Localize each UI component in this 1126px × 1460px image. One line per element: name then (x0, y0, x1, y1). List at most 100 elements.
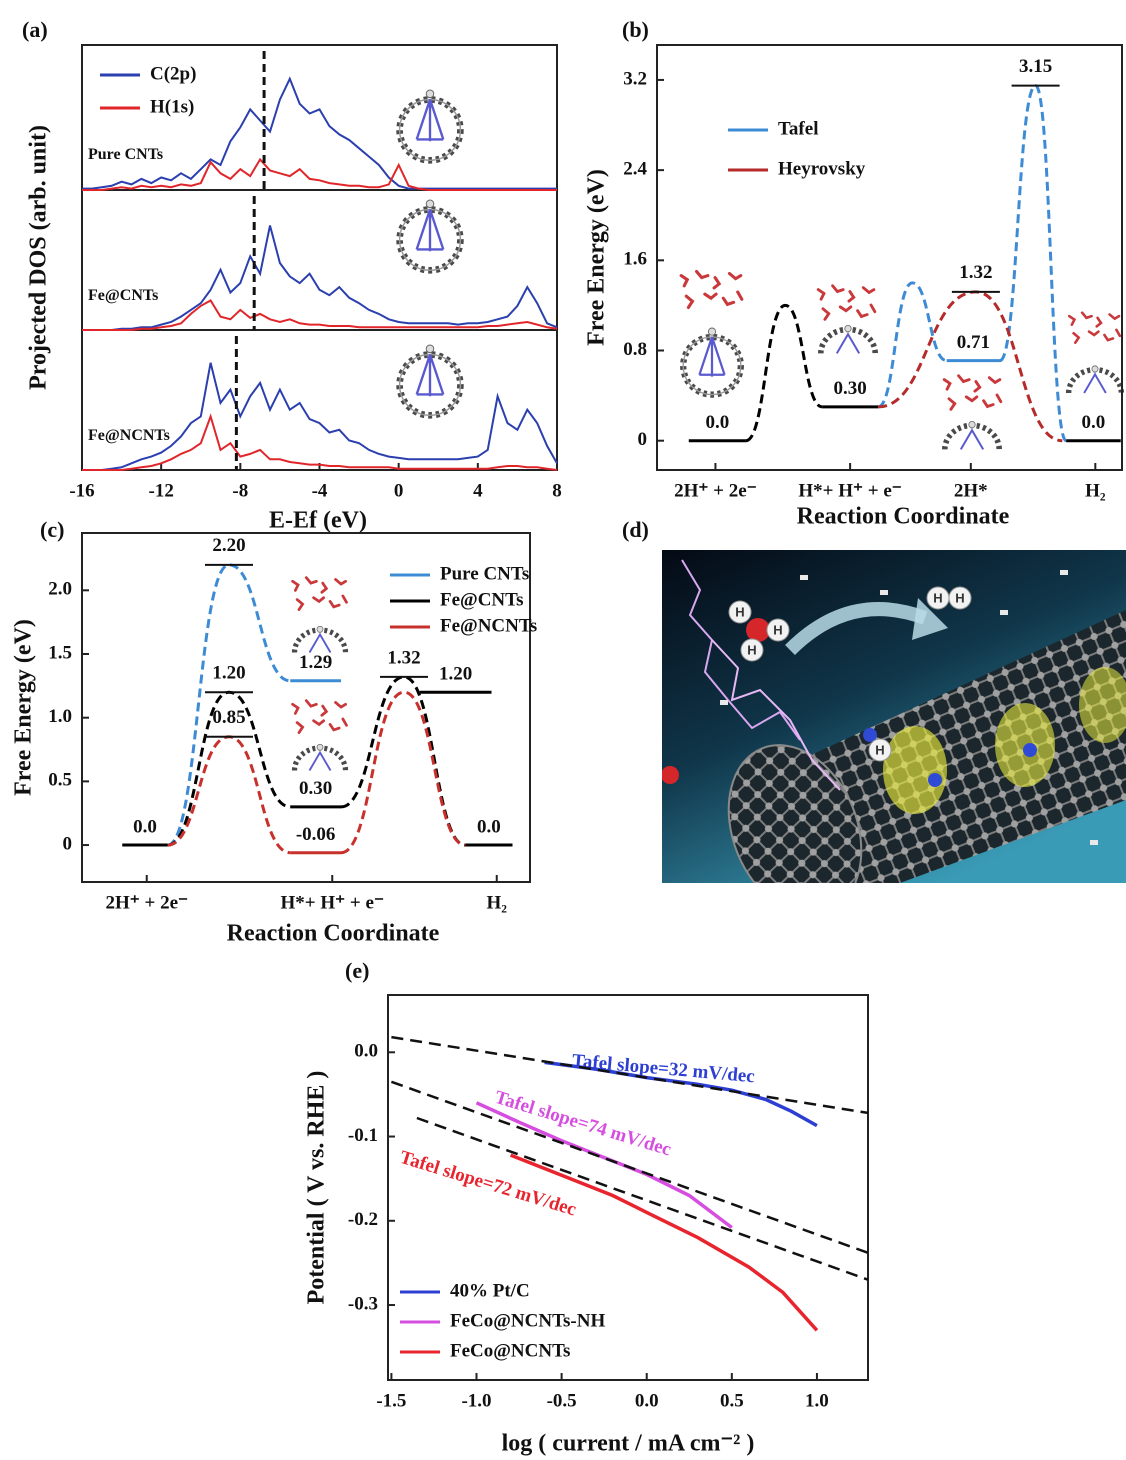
y-tick-label: 2.0 (48, 579, 72, 600)
panel-sample-label: Pure CNTs (88, 146, 163, 163)
x-tick-label: 0 (394, 480, 404, 501)
legend-label: Heyrovsky (778, 158, 866, 179)
level-label: 1.20 (439, 664, 472, 685)
panel-sample-label: Fe@NCNTs (88, 427, 170, 444)
panel-label: (b) (622, 17, 649, 42)
legend-label: FeCo@NCNTs-NH (450, 1310, 605, 1331)
x-tick-label: H*+ H⁺ + e⁻ (798, 480, 901, 501)
y-tick-label: -0.3 (348, 1293, 378, 1314)
water-fragment (720, 700, 728, 705)
atom-label: H (747, 642, 756, 657)
atom-label: H (773, 622, 782, 637)
dos-line (82, 225, 558, 331)
nanotube (683, 328, 741, 395)
y-tick-label: 1.5 (48, 642, 72, 663)
nanotube-end (727, 744, 863, 883)
y-tick-label: 0.5 (48, 770, 72, 791)
level-label: 0.0 (133, 816, 157, 837)
n-atom (1023, 743, 1037, 757)
dome (295, 744, 346, 770)
y-tick-label: -0.2 (348, 1209, 378, 1230)
o-atom (746, 618, 770, 642)
level-label: 0.0 (705, 412, 729, 433)
dome (821, 325, 875, 353)
level-label: 0.0 (1082, 412, 1106, 433)
water (942, 374, 1003, 411)
x-tick-label: -16 (69, 480, 94, 501)
plot-frame (656, 44, 1123, 471)
x-axis-label: Reaction Coordinate (797, 504, 1010, 530)
peak-label: 0.85 (212, 707, 245, 728)
atom-label: H (955, 590, 964, 605)
level-label: 0.0 (477, 816, 501, 837)
water (1067, 311, 1122, 345)
x-tick-label: -0.5 (547, 1390, 577, 1411)
x-tick-label: H₂ (487, 892, 508, 913)
fit-line (416, 1116, 869, 1281)
y-axis-label: Free Energy (eV) (11, 619, 37, 796)
dome (1069, 366, 1122, 393)
tafel-curve (509, 1153, 819, 1332)
legend-label: H(1s) (150, 96, 194, 117)
dome (945, 421, 999, 449)
n-atom (928, 773, 942, 787)
n-atom (863, 728, 877, 742)
y-axis-label: Potential ( V vs. RHE ) (304, 1071, 330, 1305)
h-atom (948, 586, 972, 610)
x-tick-label: 0.0 (635, 1390, 659, 1411)
h-atom (766, 618, 790, 642)
x-axis-label: log ( current / mA cm⁻² ) (502, 1431, 755, 1457)
dos-line (82, 299, 558, 331)
panel-label: (d) (622, 517, 649, 542)
water (679, 269, 744, 310)
plot-frame (81, 532, 531, 883)
x-tick-label: -4 (312, 480, 328, 501)
panel-label: (c) (40, 517, 64, 542)
y-tick-label: 1.6 (623, 249, 647, 270)
y-tick-label: 1.0 (48, 706, 72, 727)
peak-label: 1.32 (959, 262, 992, 283)
tafel-curve (475, 1101, 733, 1229)
x-tick-label: 0.5 (720, 1390, 744, 1411)
h-atom (728, 600, 752, 624)
water (291, 699, 348, 735)
y-tick-label: 3.2 (623, 68, 647, 89)
x-axis-label: E-Ef (eV) (269, 508, 367, 534)
legend-label: 40% Pt/C (450, 1280, 530, 1301)
fit-line (391, 1035, 869, 1115)
y-tick-label: 0 (63, 833, 73, 854)
level-label: 0.71 (957, 332, 990, 353)
plot-frame (387, 994, 869, 1381)
x-tick-label: 1.0 (805, 1390, 829, 1411)
level-label: 0.30 (299, 778, 332, 799)
level-label: -0.06 (296, 824, 336, 845)
nanotube (400, 345, 461, 415)
nanotube (400, 90, 461, 160)
x-tick-label: 2H⁺ + 2e⁻ (105, 892, 188, 913)
dos-line (82, 362, 558, 471)
arrow-head (912, 598, 948, 640)
water-fragment (1060, 570, 1068, 575)
lightning (711, 639, 841, 791)
x-tick-label: H₂ (1085, 480, 1106, 501)
atom-label: H (735, 604, 744, 619)
x-tick-label: -12 (149, 480, 174, 501)
y-tick-label: -0.1 (348, 1125, 378, 1146)
legend-label: Pure CNTs (440, 563, 529, 584)
reaction-path (878, 290, 1063, 443)
water (291, 576, 348, 612)
x-tick-label: -8 (232, 480, 248, 501)
reaction-path (167, 675, 466, 847)
h-atom (868, 738, 892, 762)
water-fragment (880, 590, 888, 595)
slope-annotation: Tafel slope=72 mV/dec (397, 1147, 578, 1221)
dome (295, 626, 346, 652)
level-label: 1.29 (299, 652, 332, 673)
atom-label: H (933, 590, 942, 605)
panel-sample-label: Fe@CNTs (88, 287, 158, 304)
fit-line (390, 1080, 869, 1254)
dos-line (82, 157, 557, 191)
y-tick-label: 2.4 (623, 158, 647, 179)
peak-label: 2.20 (212, 535, 245, 556)
